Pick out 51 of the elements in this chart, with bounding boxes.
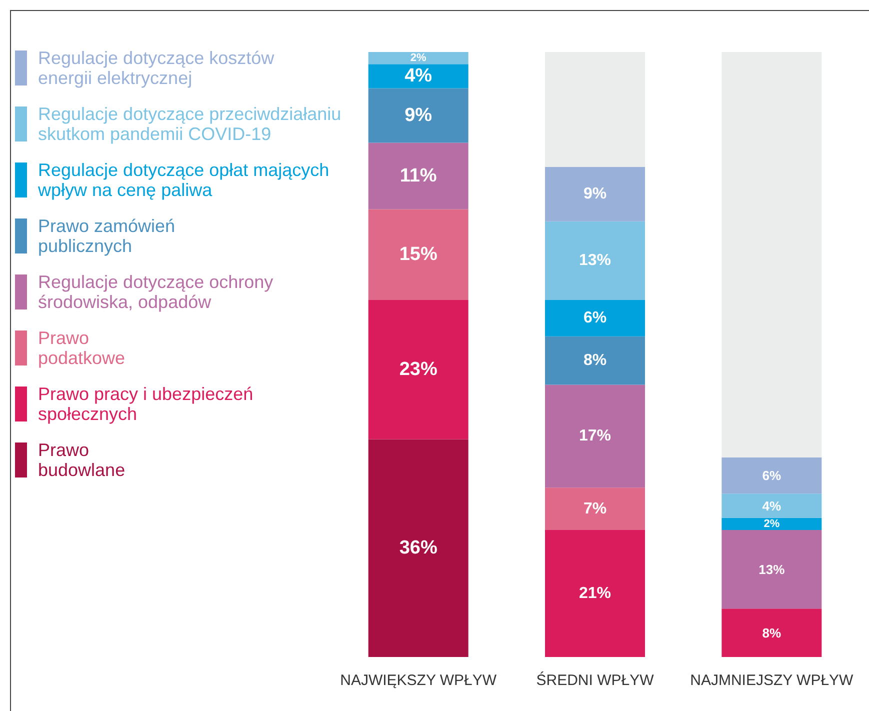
bar xyxy=(545,166,645,222)
legend-label: Prawo podatkowe xyxy=(38,328,126,368)
data-label: 7% xyxy=(583,500,607,518)
data-label: 8% xyxy=(762,625,782,640)
bar xyxy=(545,52,645,167)
bar xyxy=(545,300,645,336)
data-label: 8% xyxy=(583,352,607,370)
data-label: 6% xyxy=(583,310,607,327)
data-label: 21% xyxy=(578,584,612,602)
data-label: 23% xyxy=(399,359,438,380)
x-tick-label: NAJMNIEJSZY WPŁYW xyxy=(690,672,854,689)
data-label: 4% xyxy=(762,498,782,514)
data-label: 2% xyxy=(410,52,426,64)
legend-label: Prawo budowlane xyxy=(38,440,126,480)
bar xyxy=(368,142,468,210)
legend-label: Prawo zamówień publicznych xyxy=(38,216,176,256)
bar xyxy=(368,64,468,88)
x-tick-label: ŚREDNI WPŁYW xyxy=(536,671,655,689)
data-label: 9% xyxy=(583,186,607,203)
bar xyxy=(368,439,468,657)
legend-label: Prawo pracy i ubezpieczeń społecznych xyxy=(38,384,254,424)
data-label: 9% xyxy=(404,105,432,126)
data-label: 6% xyxy=(762,468,782,483)
legend-label: Regulacje dotyczące opłat mających wpływ na cenę paliwa xyxy=(37,160,330,200)
data-label: 2% xyxy=(764,518,780,530)
bar xyxy=(368,88,468,143)
x-tick-label: NAJWIĘKSZY WPŁYW xyxy=(340,672,498,689)
legend-label: Regulacje dotyczące ochrony środowiska, odpadów xyxy=(38,272,274,312)
bar xyxy=(368,300,468,440)
bar xyxy=(722,530,822,609)
bar xyxy=(722,494,822,518)
bar xyxy=(545,221,645,300)
data-label: 11% xyxy=(400,166,437,187)
bar xyxy=(722,457,822,494)
bar xyxy=(722,518,822,530)
bar xyxy=(545,336,645,385)
bar xyxy=(368,52,468,64)
bar xyxy=(722,608,822,657)
data-label: 36% xyxy=(399,538,438,559)
bar xyxy=(545,384,645,488)
data-label: 15% xyxy=(399,244,438,266)
legend-label: Regulacje dotyczące przeciwdziałaniu skutkom pandemii COVID-19 xyxy=(38,104,342,144)
bar xyxy=(368,209,468,300)
bar xyxy=(545,530,645,657)
legend-label: Regulacje dotyczące kosztów energii elektrycznej xyxy=(38,48,276,88)
bar xyxy=(722,52,822,458)
data-label: 13% xyxy=(758,562,786,577)
bar xyxy=(545,488,645,530)
data-label: 4% xyxy=(404,66,432,87)
data-label: 13% xyxy=(578,252,612,270)
data-label: 17% xyxy=(578,428,612,445)
